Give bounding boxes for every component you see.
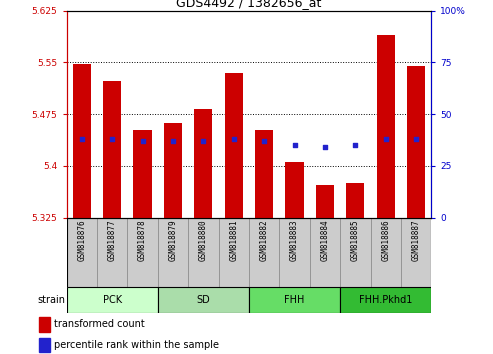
Bar bbox=[285, 162, 304, 218]
Bar bbox=[225, 73, 243, 218]
Text: GSM818885: GSM818885 bbox=[351, 220, 360, 261]
Text: GSM818884: GSM818884 bbox=[320, 220, 329, 261]
Bar bbox=[310, 218, 340, 287]
Bar bbox=[316, 185, 334, 218]
Bar bbox=[377, 35, 395, 218]
Bar bbox=[158, 287, 249, 313]
Text: GSM818882: GSM818882 bbox=[260, 220, 269, 261]
Point bbox=[139, 138, 146, 144]
Point bbox=[412, 136, 420, 142]
Text: GSM818881: GSM818881 bbox=[229, 220, 238, 261]
Point bbox=[352, 142, 359, 148]
Bar bbox=[340, 218, 371, 287]
Text: GSM818879: GSM818879 bbox=[169, 220, 177, 261]
Bar bbox=[127, 218, 158, 287]
Text: GSM818876: GSM818876 bbox=[77, 220, 86, 261]
Text: strain: strain bbox=[37, 295, 65, 305]
Title: GDS4492 / 1382656_at: GDS4492 / 1382656_at bbox=[176, 0, 321, 10]
Text: PCK: PCK bbox=[103, 295, 122, 305]
Text: GSM818878: GSM818878 bbox=[138, 220, 147, 261]
Bar bbox=[134, 130, 152, 218]
Bar bbox=[97, 218, 127, 287]
Bar bbox=[340, 287, 431, 313]
Bar bbox=[218, 218, 249, 287]
Bar bbox=[371, 218, 401, 287]
Bar bbox=[194, 109, 212, 218]
Point bbox=[199, 138, 208, 144]
Point bbox=[169, 138, 177, 144]
Bar bbox=[346, 183, 364, 218]
Text: transformed count: transformed count bbox=[54, 319, 145, 329]
Bar bbox=[158, 218, 188, 287]
Bar bbox=[39, 338, 50, 352]
Point bbox=[321, 144, 329, 150]
Text: GSM818883: GSM818883 bbox=[290, 220, 299, 261]
Text: GSM818877: GSM818877 bbox=[107, 220, 117, 261]
Text: GSM818880: GSM818880 bbox=[199, 220, 208, 261]
Text: SD: SD bbox=[197, 295, 210, 305]
Text: GSM818886: GSM818886 bbox=[381, 220, 390, 261]
Text: FHH: FHH bbox=[284, 295, 305, 305]
Point bbox=[230, 136, 238, 142]
Point bbox=[291, 142, 299, 148]
Bar bbox=[407, 66, 425, 218]
Bar bbox=[280, 218, 310, 287]
Bar bbox=[67, 218, 97, 287]
Bar bbox=[39, 317, 50, 332]
Text: FHH.Pkhd1: FHH.Pkhd1 bbox=[359, 295, 413, 305]
Point bbox=[382, 136, 389, 142]
Point bbox=[260, 138, 268, 144]
Bar bbox=[255, 130, 273, 218]
Bar bbox=[72, 64, 91, 218]
Bar bbox=[67, 287, 158, 313]
Text: GSM818887: GSM818887 bbox=[412, 220, 421, 261]
Point bbox=[78, 136, 86, 142]
Bar bbox=[249, 218, 280, 287]
Bar bbox=[164, 123, 182, 218]
Text: percentile rank within the sample: percentile rank within the sample bbox=[54, 339, 219, 350]
Bar bbox=[103, 81, 121, 218]
Bar bbox=[188, 218, 218, 287]
Bar bbox=[249, 287, 340, 313]
Point bbox=[108, 136, 116, 142]
Bar bbox=[401, 218, 431, 287]
